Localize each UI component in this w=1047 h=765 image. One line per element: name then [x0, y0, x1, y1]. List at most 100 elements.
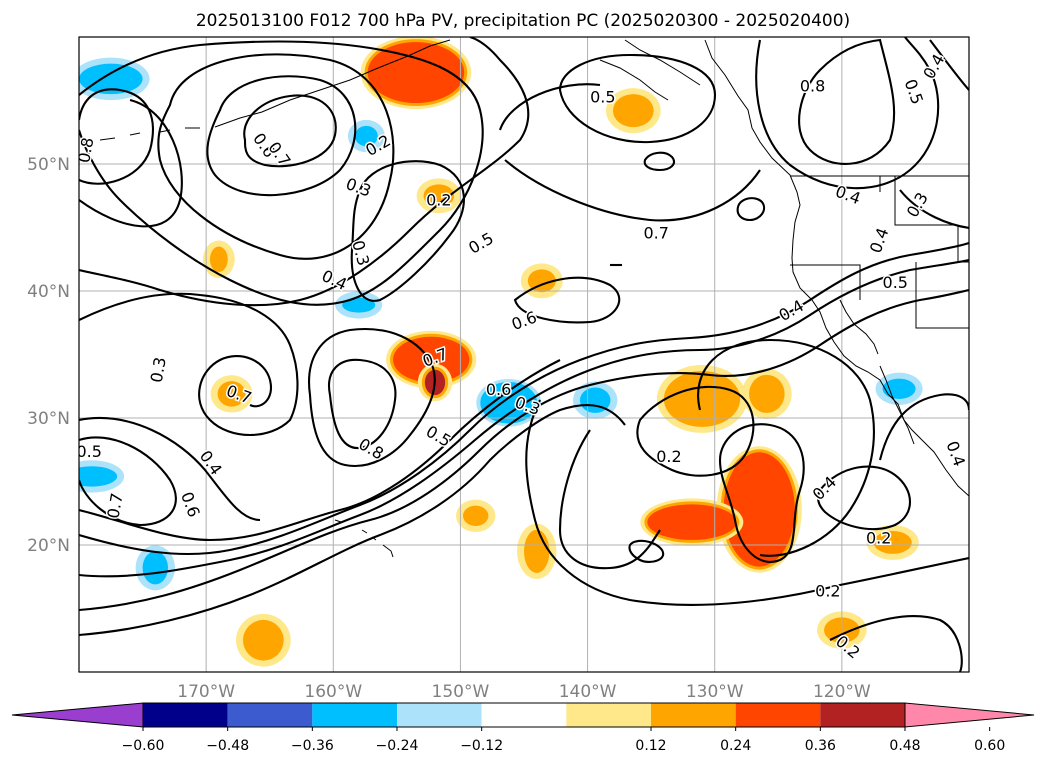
- pv-contour-0p4-ne-corner: [929, 39, 969, 91]
- precip-patch-10: [217, 381, 246, 407]
- pv-contour-0p3-jet: [79, 288, 969, 612]
- alaska-panhandle-coastline: [599, 39, 701, 101]
- contour-label: 0.8: [800, 76, 825, 95]
- pv-contour-0p2-east: [816, 465, 911, 531]
- pv-contour-0p2-se-corner: [829, 615, 963, 672]
- colorbar-bin: [651, 703, 736, 727]
- pv-contour-small-south: [628, 539, 665, 564]
- lon-tick-label: 170°W: [177, 682, 235, 702]
- contour-label: 0.5: [590, 88, 615, 107]
- precip-patch-22: [142, 551, 169, 585]
- pv-contours: [79, 37, 969, 672]
- lon-tick-label: 120°W: [813, 682, 871, 702]
- lat-tick-label: 50°N: [27, 155, 70, 175]
- chart-title: 2025013100 F012 700 hPa PV, precipitatio…: [196, 11, 850, 31]
- pv-contour-0p7-far-sw: [79, 436, 177, 527]
- colorbar-tick-label: 0.24: [720, 738, 751, 754]
- precip-patch-5: [663, 371, 741, 427]
- precip-patch-24: [749, 374, 785, 413]
- pv-contour-0p6-sw: [79, 417, 261, 522]
- pv-contour-south-hook: [558, 429, 661, 570]
- contour-label: 0.6: [486, 380, 511, 399]
- hawaiian-islands: [334, 519, 394, 558]
- contour-label: 0.2: [866, 528, 891, 547]
- pv-contour-0p7-center: [308, 328, 436, 467]
- map-plot-area: 0.20.30.60.70.80.20.30.40.50.50.60.70.7 0…: [74, 37, 969, 672]
- pv-contour-0p2-center: [350, 160, 465, 302]
- colorbar-frame: [142, 702, 906, 728]
- pv-contour-0p7-ne: [755, 37, 940, 190]
- precip-patch-3: [723, 452, 795, 567]
- precip-patch-6: [483, 384, 535, 421]
- pv-contour-0p3-west: [79, 292, 299, 437]
- pv-contour-0p4-east-coast: [878, 393, 969, 461]
- colorbar-bin: [481, 703, 567, 727]
- colorbar-bin: [143, 703, 228, 727]
- precipitation-shading: [79, 37, 923, 667]
- precip-patch-17: [423, 184, 455, 208]
- precip-patch-23: [882, 378, 916, 399]
- colorbar-tick-label: −0.48: [206, 738, 249, 754]
- pv-contour-small-coast: [736, 197, 766, 222]
- contour-label: 0.5: [76, 442, 101, 461]
- pv-contour-0p4-se-low: [718, 423, 805, 563]
- colorbar-tick-label: 0.36: [805, 738, 836, 754]
- precip-patch-16: [462, 505, 489, 526]
- precip-patch-20: [354, 125, 378, 147]
- lat-tick-label: 40°N: [27, 282, 70, 302]
- colorbar-bin: [227, 703, 313, 727]
- pv-contour-0p2-south: [525, 399, 969, 606]
- lon-tick-label: 140°W: [559, 682, 617, 702]
- plot-frame: [78, 36, 970, 673]
- lon-tick-label: 160°W: [304, 682, 362, 702]
- colorbar-extend-high: [904, 702, 1035, 728]
- colorbar-tick-label: 0.12: [635, 738, 666, 754]
- contour-label: 0.8: [74, 136, 97, 164]
- contour-label: 0.2: [426, 191, 451, 210]
- pv-contour-0p6-mid: [513, 276, 621, 324]
- colorbar-bin: [566, 703, 651, 727]
- lon-tick-label: 150°W: [432, 682, 490, 702]
- precip-patch-8: [79, 466, 118, 487]
- pv-contour-0p8-ne: [798, 38, 896, 165]
- colorbar-tick-label: −0.12: [460, 738, 503, 754]
- pv-contour-0p7-far-west: [79, 88, 154, 185]
- colorbar-tick-label: −0.36: [291, 738, 334, 754]
- north-america-coastline: [704, 39, 969, 497]
- precip-patch-1: [393, 336, 470, 383]
- precip-patch-15: [613, 94, 654, 128]
- precip-patch-19: [209, 246, 228, 272]
- precip-patch-7: [79, 63, 143, 95]
- pv-contour-0p6-jet-south: [79, 403, 626, 637]
- contour-label: 0.2: [815, 582, 840, 601]
- lat-tick-label: 30°N: [27, 409, 70, 429]
- pv-contour-0p4-nw: [157, 53, 395, 260]
- precip-patch-12: [873, 531, 912, 554]
- precip-patch-21: [342, 297, 376, 313]
- lat-tick-label: 20°N: [27, 536, 70, 556]
- pv-contour-0p4-mid-north: [79, 37, 530, 307]
- pv-contour-0p5-nw: [79, 40, 484, 306]
- longitude-tick-labels: 170°W 160°W 150°W 140°W 130°W 120°W: [177, 682, 871, 702]
- contour-label: 0.2: [656, 447, 681, 466]
- pv-contour-0p2-nw-low: [243, 94, 337, 168]
- colorbar-tick-label: 0.60: [974, 738, 1005, 754]
- pv-contour-0p6-west: [79, 98, 183, 228]
- pv-contour-0p6-north-center: [499, 83, 761, 222]
- precip-patch-4: [647, 504, 737, 540]
- pv-contour-0p4-jet: [79, 258, 969, 578]
- precip-patch-0: [367, 42, 465, 104]
- contour-label: 0.5: [883, 273, 908, 292]
- pv-contour-0p2-se: [636, 385, 755, 477]
- pv-contour-small-north: [643, 151, 676, 172]
- pv-contour-0p3-ne-coast: [899, 189, 969, 230]
- pv-contour-0p5-south: [79, 359, 561, 542]
- precip-patch-14: [243, 619, 284, 661]
- pv-contour-0p8-center-low: [328, 358, 397, 450]
- colorbar-tick-label: −0.24: [376, 738, 419, 754]
- baja-california-coastline: [839, 299, 915, 445]
- pv-contour-0p5-north-center: [558, 53, 717, 144]
- aleutian-islands: [99, 127, 200, 141]
- contour-label: 0.7: [644, 224, 669, 243]
